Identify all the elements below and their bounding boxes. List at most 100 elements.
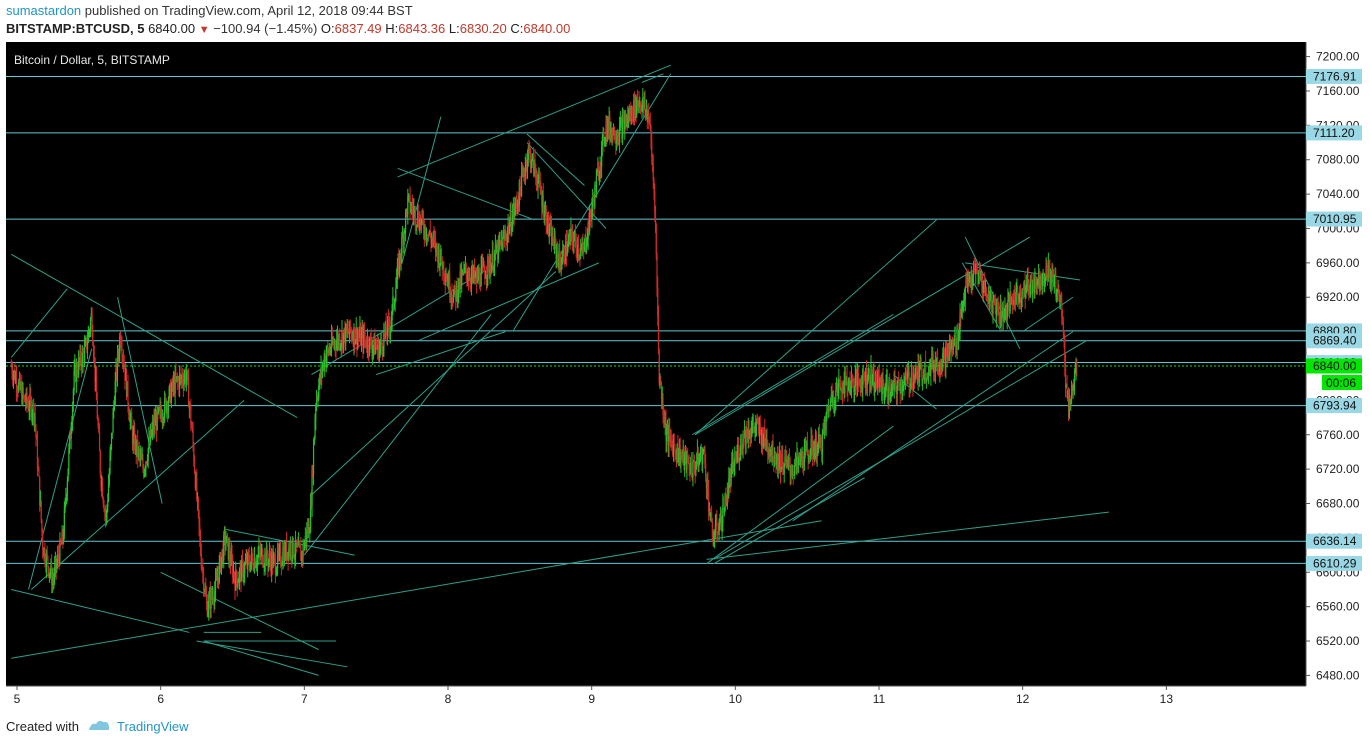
x-tick-label: 5: [14, 692, 21, 706]
candle-body: [738, 457, 740, 461]
candle-body: [735, 458, 737, 461]
candle-body: [179, 375, 181, 389]
candle-body: [538, 173, 541, 181]
candle-body: [384, 333, 386, 335]
candle-body: [57, 555, 59, 563]
trend-line: [10, 288, 68, 358]
candle-body: [375, 345, 377, 354]
candle-body: [982, 285, 984, 292]
candle-body: [529, 148, 531, 152]
candle-body: [202, 568, 204, 572]
candle-body: [379, 344, 381, 349]
candle-body: [987, 300, 989, 302]
candle-body: [448, 273, 450, 289]
candle-body: [60, 543, 62, 545]
candle-body: [101, 481, 103, 486]
candle-body: [132, 432, 134, 445]
candle-body: [863, 375, 865, 377]
candle-body: [642, 98, 645, 108]
candle-body: [1001, 317, 1003, 321]
candle-body: [154, 419, 156, 427]
candle-body: [75, 365, 77, 382]
candle-body: [674, 445, 676, 452]
candle-body: [922, 379, 924, 381]
candle-body: [446, 278, 448, 282]
candle-body: [365, 339, 367, 347]
candle-body: [932, 353, 934, 371]
down-arrow-icon: ▼: [198, 24, 210, 36]
candle-body: [204, 588, 206, 592]
candle-body: [29, 394, 31, 410]
candle-body: [128, 405, 130, 415]
candle-body: [591, 207, 593, 218]
candle-body: [188, 404, 190, 408]
candle-body: [428, 230, 431, 235]
candle-body: [237, 582, 239, 587]
candle-body: [381, 338, 383, 344]
candle-body: [84, 342, 86, 347]
candle-body: [470, 274, 473, 284]
candle-body: [473, 267, 475, 277]
candle-body: [968, 281, 970, 286]
candle-body: [180, 374, 182, 379]
low-label: L:: [448, 21, 460, 36]
candle-body: [418, 225, 420, 230]
candle-body: [104, 511, 106, 513]
candle-body: [82, 351, 84, 353]
candle-body: [984, 281, 986, 293]
candle-body: [785, 458, 788, 463]
candle-body: [170, 389, 172, 403]
candle-body: [714, 535, 716, 539]
candle-body: [885, 382, 887, 391]
candle-body: [116, 353, 119, 377]
candle-body: [945, 347, 948, 349]
candle-body: [794, 456, 797, 465]
candle-body: [399, 253, 401, 274]
candle-body: [125, 370, 128, 397]
candle-body: [596, 170, 598, 176]
candle-body: [786, 458, 788, 463]
candle-body: [931, 358, 933, 370]
candle-body: [512, 206, 514, 216]
candle-body: [413, 209, 415, 215]
candle-body: [238, 570, 241, 581]
candle-body: [557, 257, 559, 268]
candle-body: [226, 536, 229, 538]
candle-body: [155, 417, 157, 427]
candle-body: [875, 372, 877, 383]
candle-body: [905, 372, 907, 376]
author-link[interactable]: sumastardon: [6, 3, 82, 18]
candle-body: [306, 529, 309, 534]
candle-body: [352, 337, 354, 345]
candle-body: [802, 451, 804, 465]
candle-body: [490, 265, 492, 274]
candle-body: [604, 137, 606, 142]
candle-body: [556, 250, 558, 258]
candle-body: [1072, 388, 1074, 394]
tradingview-link[interactable]: TradingView: [116, 719, 189, 734]
candle-body: [517, 203, 519, 208]
candle-body: [979, 273, 981, 280]
candle-body: [103, 503, 105, 512]
candle-body: [806, 443, 808, 446]
candle-body: [280, 548, 282, 565]
candle-body: [812, 448, 814, 456]
candle-body: [708, 509, 710, 512]
candle-body: [770, 449, 773, 457]
price-chart[interactable]: Bitcoin / Dollar, 5, BITSTAMP 7200.007160…: [0, 42, 1370, 712]
candle-body: [915, 366, 917, 374]
candle-body: [381, 343, 383, 351]
trend-line: [196, 640, 348, 668]
candle-body: [236, 579, 238, 587]
candle-body: [962, 301, 964, 310]
candle-body: [325, 356, 327, 364]
candle-body: [481, 263, 483, 268]
candle-body: [1063, 331, 1065, 336]
candle-body: [595, 184, 597, 193]
candle-body: [673, 443, 675, 446]
candle-body: [850, 387, 852, 393]
candle-body: [90, 313, 92, 320]
chart-area[interactable]: Bitcoin / Dollar, 5, BITSTAMP 7200.00 7160…: [0, 42, 1370, 712]
candle-body: [222, 549, 224, 560]
candle-body: [78, 358, 80, 362]
